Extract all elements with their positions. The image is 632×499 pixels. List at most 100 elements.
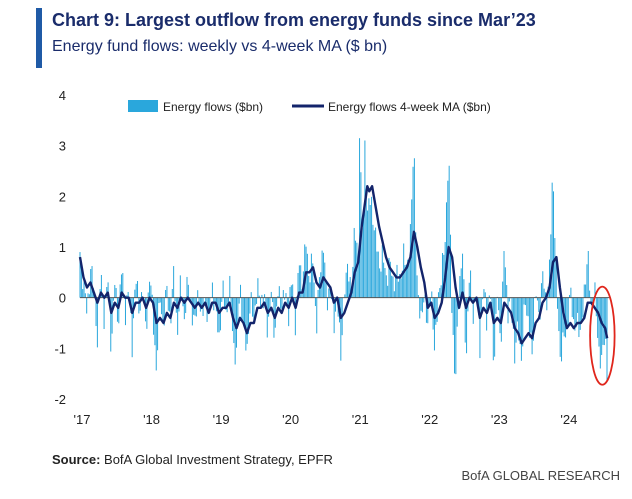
bar [252, 297, 254, 317]
bar [599, 297, 601, 369]
bar [413, 158, 415, 298]
bar [213, 297, 215, 311]
bar [524, 297, 526, 306]
bar [211, 282, 213, 298]
bar [260, 297, 262, 309]
bar [313, 282, 315, 298]
bar [150, 285, 152, 298]
bar [345, 272, 347, 298]
bar [518, 297, 520, 341]
bar [364, 140, 366, 298]
bar [87, 293, 89, 298]
bar [282, 290, 284, 298]
bar [234, 297, 236, 365]
bar [264, 294, 266, 298]
bar [115, 288, 117, 298]
bar [209, 297, 211, 314]
bar [526, 297, 528, 316]
highlight-ellipse [589, 285, 616, 386]
bar [597, 297, 599, 338]
chart-title: Chart 9: Largest outflow from energy fun… [52, 10, 536, 30]
bar [495, 297, 497, 314]
bar [153, 297, 155, 335]
bar [452, 297, 454, 335]
bar [269, 297, 271, 312]
bar [486, 297, 488, 331]
bar [384, 268, 386, 298]
bar [397, 281, 399, 298]
bar [577, 297, 579, 313]
source-text: BofA Global Investment Strategy, EPFR [104, 452, 333, 467]
x-tick-label: '17 [74, 412, 91, 427]
bar [575, 297, 577, 328]
bar [392, 276, 394, 298]
bar [393, 291, 395, 298]
source-label: Source: [52, 452, 101, 467]
bar [270, 291, 272, 298]
accent-bar [36, 8, 42, 68]
bar [598, 297, 600, 347]
bar [95, 297, 97, 327]
bar [217, 297, 219, 333]
bar [379, 268, 381, 298]
bar [227, 297, 229, 305]
bar [126, 295, 128, 298]
bar [492, 297, 494, 361]
bar [222, 280, 224, 298]
bar [376, 251, 378, 298]
bar [276, 297, 278, 307]
bar [511, 297, 513, 323]
bar [388, 257, 390, 298]
bar [538, 297, 540, 313]
bar [559, 297, 561, 357]
bar [516, 297, 518, 322]
bar [122, 273, 124, 298]
bar [100, 274, 102, 298]
x-tick-label: '20 [282, 412, 299, 427]
bar [96, 297, 98, 348]
bar [499, 297, 501, 334]
bar [603, 297, 605, 346]
bar [177, 297, 179, 335]
bar [508, 297, 510, 302]
bar [443, 254, 445, 298]
bar [265, 297, 267, 309]
bar [235, 297, 237, 348]
ma-line [78, 185, 609, 345]
bar [557, 297, 559, 309]
bar [308, 276, 310, 298]
bar [504, 267, 506, 298]
bar [349, 277, 351, 298]
bar [357, 260, 359, 298]
bar [428, 297, 430, 308]
bar [91, 266, 93, 298]
bar [436, 297, 438, 322]
bar [317, 289, 319, 298]
bar [527, 297, 529, 317]
legend-label-bars: Energy flows ($bn) [163, 100, 263, 114]
bar [595, 297, 597, 317]
bar [381, 244, 383, 298]
bar [219, 297, 221, 331]
bar [448, 165, 450, 298]
bar [419, 297, 421, 319]
bar [353, 227, 355, 298]
bar [385, 275, 387, 298]
bar [554, 238, 556, 298]
bar [553, 191, 555, 298]
bar [149, 281, 151, 298]
bar [223, 297, 225, 308]
bar [245, 297, 247, 351]
bar [157, 297, 159, 351]
bar [285, 293, 287, 298]
bar [356, 242, 358, 298]
bar [586, 264, 588, 298]
x-tick-label: '19 [213, 412, 230, 427]
bar [304, 244, 306, 298]
bar [574, 297, 576, 331]
bar [256, 297, 258, 304]
bar [498, 297, 500, 311]
bar [503, 251, 505, 298]
bar [407, 259, 409, 298]
bar [84, 293, 86, 298]
